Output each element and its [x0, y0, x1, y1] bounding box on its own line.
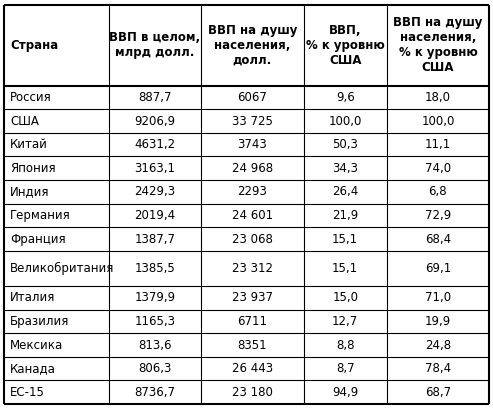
Text: 94,9: 94,9 [332, 386, 358, 399]
Text: 8,7: 8,7 [336, 362, 354, 375]
Text: Италия: Италия [10, 291, 56, 304]
Text: 23 937: 23 937 [232, 291, 273, 304]
Text: 68,7: 68,7 [425, 386, 451, 399]
Text: 69,1: 69,1 [425, 262, 451, 275]
Text: 8736,7: 8736,7 [135, 386, 176, 399]
Text: ВВП,
% к уровню
США: ВВП, % к уровню США [306, 24, 385, 67]
Text: 1379,9: 1379,9 [135, 291, 176, 304]
Text: 24,8: 24,8 [425, 339, 451, 352]
Text: ВВП в целом,
млрд долл.: ВВП в целом, млрд долл. [109, 31, 201, 59]
Text: 806,3: 806,3 [138, 362, 172, 375]
Text: 12,7: 12,7 [332, 315, 358, 328]
Text: 74,0: 74,0 [425, 162, 451, 175]
Text: 15,1: 15,1 [332, 262, 358, 275]
Text: Индия: Индия [10, 185, 50, 198]
Text: 6,8: 6,8 [428, 185, 447, 198]
Text: Германия: Германия [10, 209, 71, 222]
Text: 26,4: 26,4 [332, 185, 358, 198]
Text: 11,1: 11,1 [425, 138, 451, 151]
Text: 21,9: 21,9 [332, 209, 358, 222]
Text: 1385,5: 1385,5 [135, 262, 176, 275]
Text: 2019,4: 2019,4 [135, 209, 176, 222]
Text: 100,0: 100,0 [328, 115, 362, 128]
Text: 15,1: 15,1 [332, 233, 358, 245]
Text: 23 068: 23 068 [232, 233, 273, 245]
Text: Страна: Страна [10, 39, 59, 52]
Text: 26 443: 26 443 [232, 362, 273, 375]
Text: Китай: Китай [10, 138, 48, 151]
Text: 2293: 2293 [238, 185, 267, 198]
Text: 3163,1: 3163,1 [135, 162, 176, 175]
Text: 18,0: 18,0 [425, 91, 451, 104]
Text: 24 601: 24 601 [232, 209, 273, 222]
Text: 23 312: 23 312 [232, 262, 273, 275]
Text: Великобритания: Великобритания [10, 262, 114, 275]
Text: ВВП на душу
населения,
долл.: ВВП на душу населения, долл. [208, 24, 297, 67]
Text: 68,4: 68,4 [425, 233, 451, 245]
Text: Бразилия: Бразилия [10, 315, 70, 328]
Text: 4631,2: 4631,2 [135, 138, 176, 151]
Text: 78,4: 78,4 [425, 362, 451, 375]
Text: 33 725: 33 725 [232, 115, 273, 128]
Text: 34,3: 34,3 [332, 162, 358, 175]
Text: Канада: Канада [10, 362, 56, 375]
Text: 24 968: 24 968 [232, 162, 273, 175]
Text: Россия: Россия [10, 91, 52, 104]
Text: Франция: Франция [10, 233, 66, 245]
Text: 100,0: 100,0 [421, 115, 455, 128]
Text: 23 180: 23 180 [232, 386, 273, 399]
Text: 15,0: 15,0 [332, 291, 358, 304]
Text: 19,9: 19,9 [425, 315, 451, 328]
Text: США: США [10, 115, 39, 128]
Text: Мексика: Мексика [10, 339, 64, 352]
Text: 6711: 6711 [238, 315, 267, 328]
Text: 9206,9: 9206,9 [135, 115, 176, 128]
Text: Япония: Япония [10, 162, 56, 175]
Text: 1165,3: 1165,3 [135, 315, 176, 328]
Text: ЕС-15: ЕС-15 [10, 386, 45, 399]
Text: 9,6: 9,6 [336, 91, 354, 104]
Text: 71,0: 71,0 [425, 291, 451, 304]
Text: 8351: 8351 [238, 339, 267, 352]
Text: 3743: 3743 [238, 138, 267, 151]
Text: 887,7: 887,7 [138, 91, 172, 104]
Text: 813,6: 813,6 [138, 339, 172, 352]
Text: 2429,3: 2429,3 [135, 185, 176, 198]
Text: 72,9: 72,9 [425, 209, 451, 222]
Text: 8,8: 8,8 [336, 339, 354, 352]
Text: 6067: 6067 [238, 91, 267, 104]
Text: 1387,7: 1387,7 [135, 233, 176, 245]
Text: 50,3: 50,3 [332, 138, 358, 151]
Text: ВВП на душу
населения,
% к уровню
США: ВВП на душу населения, % к уровню США [393, 16, 483, 74]
